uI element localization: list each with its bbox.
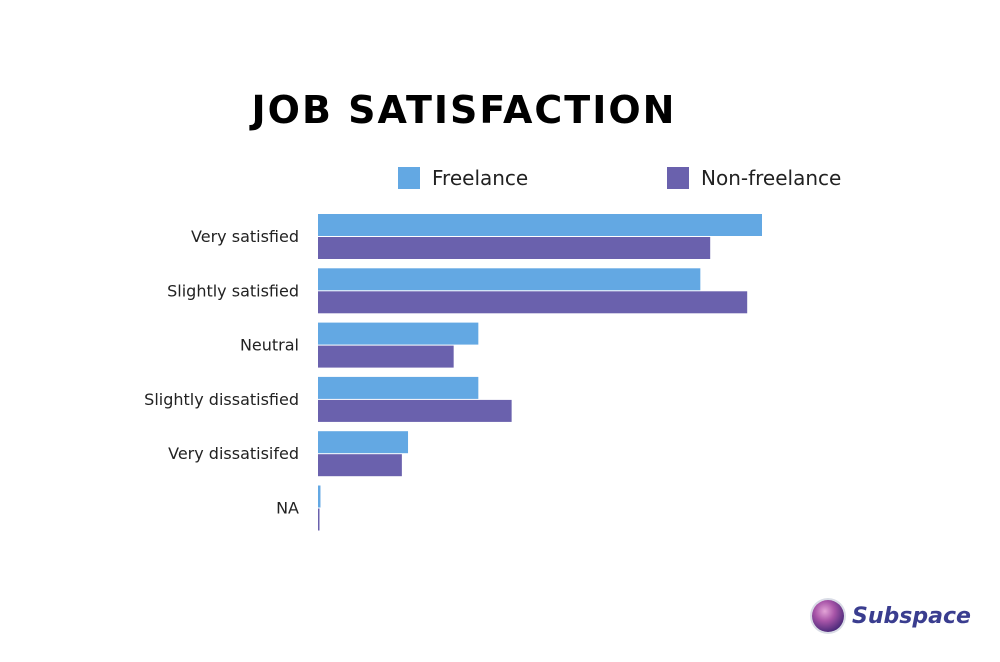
bar-non-freelance-very-dissatisifed	[318, 454, 402, 477]
subspace-logo: Subspace	[812, 600, 971, 632]
bar-non-freelance-na	[318, 508, 320, 531]
bar-freelance-very-dissatisifed	[318, 431, 409, 454]
bar-non-freelance-neutral	[318, 345, 454, 368]
legend-label-freelance: Freelance	[432, 166, 529, 190]
bar-freelance-neutral	[318, 322, 479, 345]
bar-non-freelance-slightly-satisfied	[318, 291, 748, 314]
category-label-neutral: Neutral	[240, 336, 299, 355]
legend-swatch-non-freelance	[667, 167, 689, 189]
chart-title: JOB SATISFACTION	[251, 88, 677, 132]
logo-text: Subspace	[852, 603, 971, 629]
legend-label-non-freelance: Non-freelance	[701, 166, 842, 190]
bar-freelance-very-satisfied	[318, 214, 762, 236]
category-label-very-dissatisifed: Very dissatisifed	[168, 444, 299, 463]
bar-freelance-na	[318, 485, 321, 508]
legend-item-non-freelance: Non-freelance	[667, 166, 841, 190]
category-label-na: NA	[276, 499, 299, 518]
category-label-slightly-dissatisfied: Slightly dissatisfied	[144, 390, 299, 409]
bar-freelance-slightly-satisfied	[318, 268, 701, 291]
bar-freelance-slightly-dissatisfied	[318, 376, 479, 399]
subspace-planet-icon	[812, 600, 844, 632]
bar-non-freelance-slightly-dissatisfied	[318, 399, 512, 422]
bar-non-freelance-very-satisfied	[318, 237, 711, 259]
category-label-very-satisfied: Very satisfied	[191, 227, 299, 246]
category-label-slightly-satisfied: Slightly satisfied	[167, 281, 299, 300]
legend-item-freelance: Freelance	[398, 166, 528, 190]
legend-swatch-freelance	[398, 167, 420, 189]
